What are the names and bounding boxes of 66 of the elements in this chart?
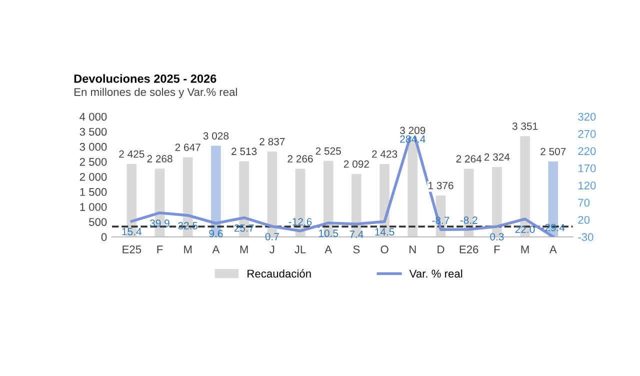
- data-label: 0.7: [265, 232, 279, 240]
- bar: [352, 174, 362, 237]
- x-tick-label: D: [438, 246, 444, 254]
- data-label: 14.5: [375, 228, 394, 236]
- x-tick-label: F: [494, 246, 500, 254]
- x-tick-label: E25: [122, 246, 142, 254]
- x-tick-label: F: [157, 246, 163, 254]
- data-label: 3 351: [512, 122, 538, 130]
- data-label: 2 092: [344, 160, 369, 168]
- data-label: 0.3: [490, 233, 504, 240]
- x-tick-label: S: [353, 246, 360, 254]
- y-tick-label: 4 000: [80, 112, 107, 121]
- data-label: 2 324: [484, 153, 510, 161]
- legend-label: Recaudación: [248, 269, 311, 278]
- y2-tick-label: 20: [578, 216, 590, 224]
- data-label: 2 423: [372, 150, 398, 158]
- data-label: 3 028: [203, 132, 229, 140]
- data-label: -8.2: [460, 216, 478, 224]
- y-tick-label: 0: [101, 233, 107, 242]
- y2-tick-label: 270: [578, 130, 596, 138]
- data-label: -29.4: [542, 224, 565, 232]
- y2-tick-label: -30: [578, 233, 594, 242]
- data-label: 2 837: [260, 138, 285, 146]
- data-label: 2 647: [175, 144, 200, 152]
- data-label: 2 507: [540, 148, 566, 156]
- data-label: 22.0: [515, 226, 535, 233]
- x-tick-label: A: [324, 246, 332, 254]
- data-label: -8.7: [432, 216, 450, 224]
- y-tick-label: 3 500: [80, 128, 107, 136]
- y2-tick-label: 220: [578, 147, 596, 156]
- chart-subtitle: En millones de soles y Var.% real: [74, 88, 237, 98]
- y2-tick-label: 170: [578, 164, 596, 172]
- data-label: 2 425: [119, 150, 144, 158]
- data-label: 2 513: [232, 148, 257, 156]
- data-label: 2 525: [316, 147, 341, 155]
- data-label: 2 268: [147, 155, 172, 162]
- y-tick-label: 500: [89, 218, 107, 226]
- x-tick-label: A: [549, 246, 557, 254]
- data-label: 2 266: [288, 155, 313, 162]
- data-label: -12.6: [288, 218, 312, 226]
- y-tick-label: 2 500: [80, 158, 107, 166]
- data-label: 10.5: [319, 230, 338, 237]
- data-label: 15.4: [122, 228, 142, 236]
- chart-title: Devoluciones 2025 - 2026: [74, 74, 216, 83]
- x-tick-label: M: [184, 246, 192, 254]
- y2-tick-label: 320: [578, 112, 596, 121]
- x-tick-label: O: [380, 246, 388, 254]
- y2-tick-label: 70: [578, 198, 590, 207]
- bar: [211, 146, 221, 237]
- data-label: 39.9: [150, 219, 170, 227]
- data-label: 7.4: [350, 230, 364, 238]
- x-tick-label: E26: [460, 246, 478, 254]
- data-label: 2 264: [456, 155, 482, 163]
- legend-label: Var. % real: [409, 269, 462, 278]
- y-tick-label: 1 500: [80, 188, 107, 196]
- x-tick-label: J: [270, 246, 274, 254]
- y-tick-label: 2 000: [80, 172, 107, 181]
- x-tick-label: M: [521, 246, 529, 254]
- y-tick-label: 3 000: [80, 142, 107, 151]
- x-tick-label: JL: [294, 246, 306, 254]
- data-label: 1 376: [428, 182, 454, 190]
- y2-tick-label: 120: [578, 182, 596, 190]
- x-tick-label: N: [410, 246, 416, 254]
- y-tick-label: 1 000: [80, 203, 107, 211]
- x-tick-label: M: [240, 246, 248, 254]
- x-tick-label: A: [212, 246, 220, 254]
